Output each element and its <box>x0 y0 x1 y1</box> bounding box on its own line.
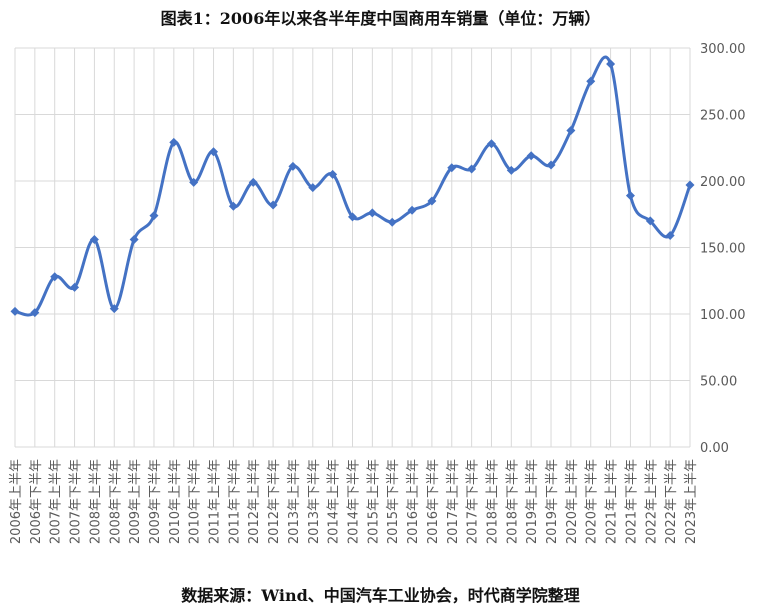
x-tick-label: 2019年下半年 <box>545 459 560 544</box>
data-point-marker <box>89 235 99 245</box>
data-point-marker <box>467 164 477 174</box>
x-tick-label: 2021年下半年 <box>624 459 639 544</box>
x-tick-label: 2018年下半年 <box>505 459 520 544</box>
x-tick-label: 2008年上半年 <box>88 459 103 544</box>
x-tick-label: 2022年上半年 <box>644 459 659 544</box>
data-point-marker <box>30 308 40 318</box>
x-tick-label: 2017年下半年 <box>466 459 481 544</box>
data-point-marker <box>228 201 238 211</box>
x-tick-label: 2006年上半年 <box>9 459 24 544</box>
y-tick-label: 300.00 <box>700 42 746 57</box>
gridlines <box>14 47 691 448</box>
y-tick-label: 50.00 <box>700 375 737 390</box>
y-tick-label: 0.00 <box>700 441 729 456</box>
data-point-marker <box>586 76 596 86</box>
x-tick-label: 2011年上半年 <box>208 459 223 544</box>
data-point-marker <box>70 282 80 292</box>
x-tick-label: 2011年下半年 <box>227 459 242 544</box>
x-tick-label: 2010年下半年 <box>188 459 203 544</box>
data-point-marker <box>189 177 199 187</box>
data-point-marker <box>447 163 457 173</box>
data-point-marker <box>348 212 357 222</box>
data-point-marker <box>526 151 536 161</box>
x-tick-label: 2012年下半年 <box>267 459 282 544</box>
data-point-marker <box>10 306 20 316</box>
data-point-marker <box>546 160 556 170</box>
x-tick-label: 2016年下半年 <box>426 459 441 544</box>
data-point-marker <box>407 205 417 215</box>
data-point-marker <box>50 272 60 282</box>
data-point-marker <box>288 161 298 171</box>
x-tick-label: 2006年下半年 <box>29 459 44 544</box>
x-tick-label: 2009年上半年 <box>128 459 143 544</box>
x-tick-label: 2022年下半年 <box>664 459 679 544</box>
data-point-marker <box>427 196 437 206</box>
data-point-marker <box>367 208 377 218</box>
data-point-marker <box>606 59 616 69</box>
y-tick-label: 150.00 <box>700 242 746 257</box>
x-tick-label: 2012年上半年 <box>247 459 262 544</box>
data-point-marker <box>387 217 397 227</box>
x-tick-labels: 2006年上半年 2006年下半年 2007年上半年 2007年下半年 2008年上半年… <box>9 459 699 544</box>
x-tick-label: 2008年下半年 <box>108 459 123 544</box>
x-tick-label: 2013年下半年 <box>307 459 322 544</box>
x-tick-label: 2009年下半年 <box>148 459 163 544</box>
x-tick-label: 2015年下半年 <box>386 459 401 544</box>
data-point-marker <box>169 137 179 147</box>
data-point-marker <box>308 183 318 193</box>
data-point-marker <box>625 191 635 201</box>
x-tick-label: 2015年上半年 <box>366 459 381 544</box>
x-tick-label: 2014年上半年 <box>327 459 342 544</box>
x-tick-label: 2020年下半年 <box>585 459 600 544</box>
data-point-marker <box>685 180 695 190</box>
data-point-marker <box>149 211 159 221</box>
x-tick-label: 2021年上半年 <box>605 459 620 544</box>
data-point-marker <box>209 147 219 157</box>
data-point-marker <box>109 304 119 314</box>
data-point-marker <box>645 216 655 226</box>
data-point-marker <box>506 165 516 175</box>
x-tick-label: 2014年下半年 <box>347 459 362 544</box>
x-tick-label: 2019年上半年 <box>525 459 540 544</box>
data-point-marker <box>328 169 338 179</box>
x-tick-label: 2007年上半年 <box>49 459 64 544</box>
chart-title: 图表1：2006年以来各半年度中国商用车销量（单位：万辆） <box>160 9 601 28</box>
series-markers <box>10 59 695 318</box>
data-point-marker <box>248 177 258 187</box>
x-tick-label: 2023年上半年 <box>684 459 699 544</box>
source-note: 数据来源：Wind、中国汽车工业协会，时代商学院整理 <box>181 586 580 605</box>
y-tick-labels: 0.00 50.00 100.00 150.00 200.00 250.00 300.00 <box>700 42 746 456</box>
data-point-marker <box>566 125 576 135</box>
x-tick-label: 2020年上半年 <box>565 459 580 544</box>
x-tick-label: 2018年上半年 <box>485 459 500 544</box>
x-tick-label: 2010年上半年 <box>168 459 183 544</box>
y-tick-label: 200.00 <box>700 175 746 190</box>
x-tick-label: 2013年上半年 <box>287 459 302 544</box>
data-point-marker <box>268 200 278 210</box>
data-point-marker <box>486 139 496 149</box>
x-tick-label: 2016年上半年 <box>406 459 421 544</box>
y-tick-label: 250.00 <box>700 109 746 124</box>
x-tick-label: 2007年下半年 <box>69 459 84 544</box>
data-point-marker <box>129 235 139 245</box>
x-tick-label: 2017年上半年 <box>446 459 461 544</box>
y-tick-label: 100.00 <box>700 308 746 323</box>
data-point-marker <box>665 231 675 241</box>
